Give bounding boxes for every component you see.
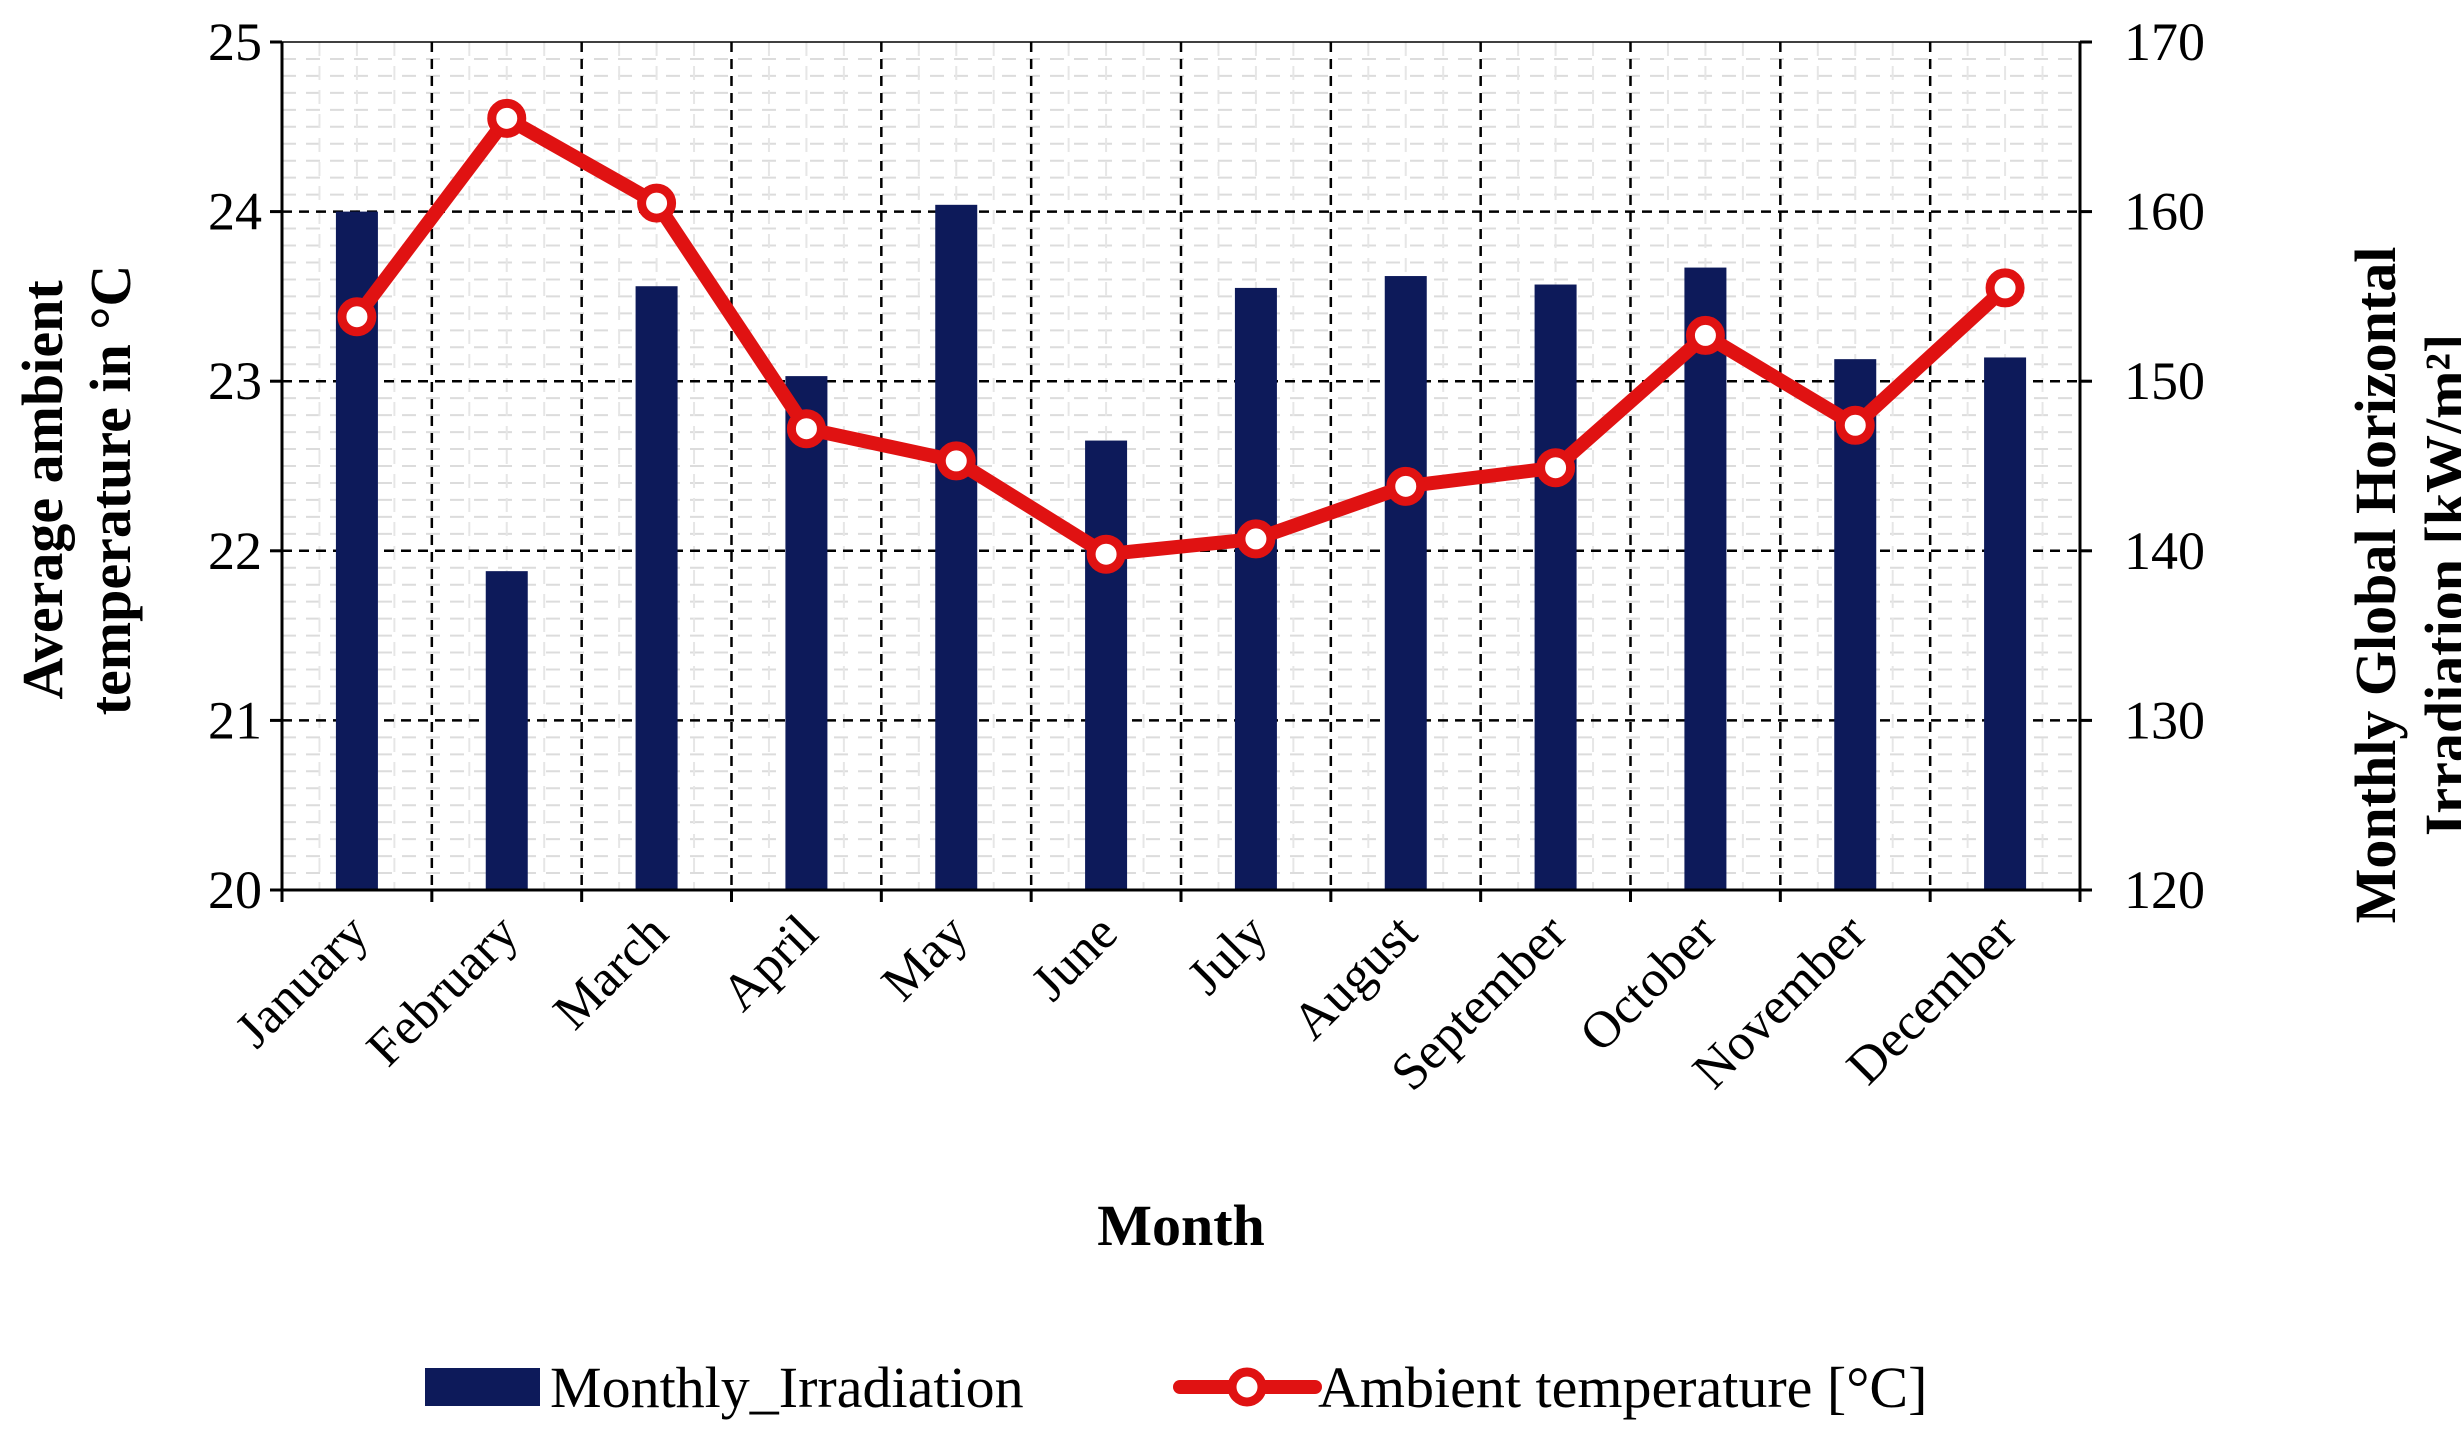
legend-label-temperature: Ambient temperature [°C] xyxy=(1318,1355,1927,1420)
temperature-point xyxy=(1835,405,1875,445)
left-tick-label: 20 xyxy=(208,860,262,920)
temperature-line xyxy=(337,98,2025,574)
left-tick-label: 24 xyxy=(208,182,262,242)
x-category-label: February xyxy=(356,904,529,1077)
temperature-point xyxy=(487,98,527,138)
x-category-label: May xyxy=(871,904,979,1012)
legend: Monthly_Irradiation Ambient temperature … xyxy=(425,1355,1927,1420)
left-tick-label: 22 xyxy=(208,521,262,581)
right-tick-label: 170 xyxy=(2124,12,2205,72)
legend-swatch-marker xyxy=(1227,1367,1267,1407)
right-axis-ticks: 120 130 140 150 160 170 xyxy=(2080,12,2205,920)
temperature-point xyxy=(1236,519,1276,559)
irradiation-bar xyxy=(635,286,678,890)
irradiation-bar xyxy=(785,376,828,890)
left-tick-label: 21 xyxy=(208,690,262,750)
temperature-point xyxy=(1086,534,1126,574)
left-tick-label: 23 xyxy=(208,351,262,411)
temperature-point xyxy=(1536,448,1576,488)
irradiation-bar xyxy=(1085,440,1128,890)
x-category-label: March xyxy=(543,904,679,1040)
irradiation-bar xyxy=(1234,287,1277,890)
left-axis-ticks: 20 21 22 23 24 25 xyxy=(208,12,282,920)
right-axis-title: Monthly Global HorizontalIrradiation [kW… xyxy=(2343,247,2461,924)
left-axis-title: Average ambienttemperature in °C xyxy=(10,265,143,716)
legend-label-irradiation: Monthly_Irradiation xyxy=(550,1355,1024,1420)
temperature-series-line xyxy=(349,111,2013,562)
right-tick-label: 150 xyxy=(2124,351,2205,411)
temperature-point xyxy=(1985,268,2025,308)
left-tick-label: 25 xyxy=(208,12,262,72)
temperature-point xyxy=(1386,466,1426,506)
x-category-label: July xyxy=(1177,904,1279,1006)
right-axis-title-text: Monthly Global HorizontalIrradiation [kW… xyxy=(2343,247,2461,924)
temperature-point xyxy=(637,183,677,223)
right-tick-label: 160 xyxy=(2124,182,2205,242)
temperature-point xyxy=(337,297,377,337)
x-category-label: June xyxy=(1021,904,1129,1012)
irradiation-bar xyxy=(1384,276,1427,891)
irradiation-bar xyxy=(1834,359,1877,891)
x-axis-title: Month xyxy=(1097,1193,1265,1258)
temperature-point xyxy=(936,441,976,481)
right-tick-label: 130 xyxy=(2124,690,2205,750)
temperature-point xyxy=(786,409,826,449)
irradiation-bar xyxy=(1684,267,1727,890)
irradiation-bar xyxy=(485,571,528,890)
right-tick-label: 120 xyxy=(2124,860,2205,920)
x-category-label: August xyxy=(1282,904,1429,1051)
irradiation-bar xyxy=(1534,284,1577,890)
axes xyxy=(280,41,2082,902)
legend-swatch-bar xyxy=(425,1368,540,1406)
irradiation-bars xyxy=(335,204,2027,891)
left-axis-title-text: Average ambienttemperature in °C xyxy=(10,265,143,716)
irradiation-bar xyxy=(935,204,978,891)
x-category-label: April xyxy=(711,904,829,1022)
irradiation-bar xyxy=(1984,357,2027,890)
major-gridlines xyxy=(282,42,2080,890)
temperature-point xyxy=(1685,315,1725,355)
right-tick-label: 140 xyxy=(2124,521,2205,581)
